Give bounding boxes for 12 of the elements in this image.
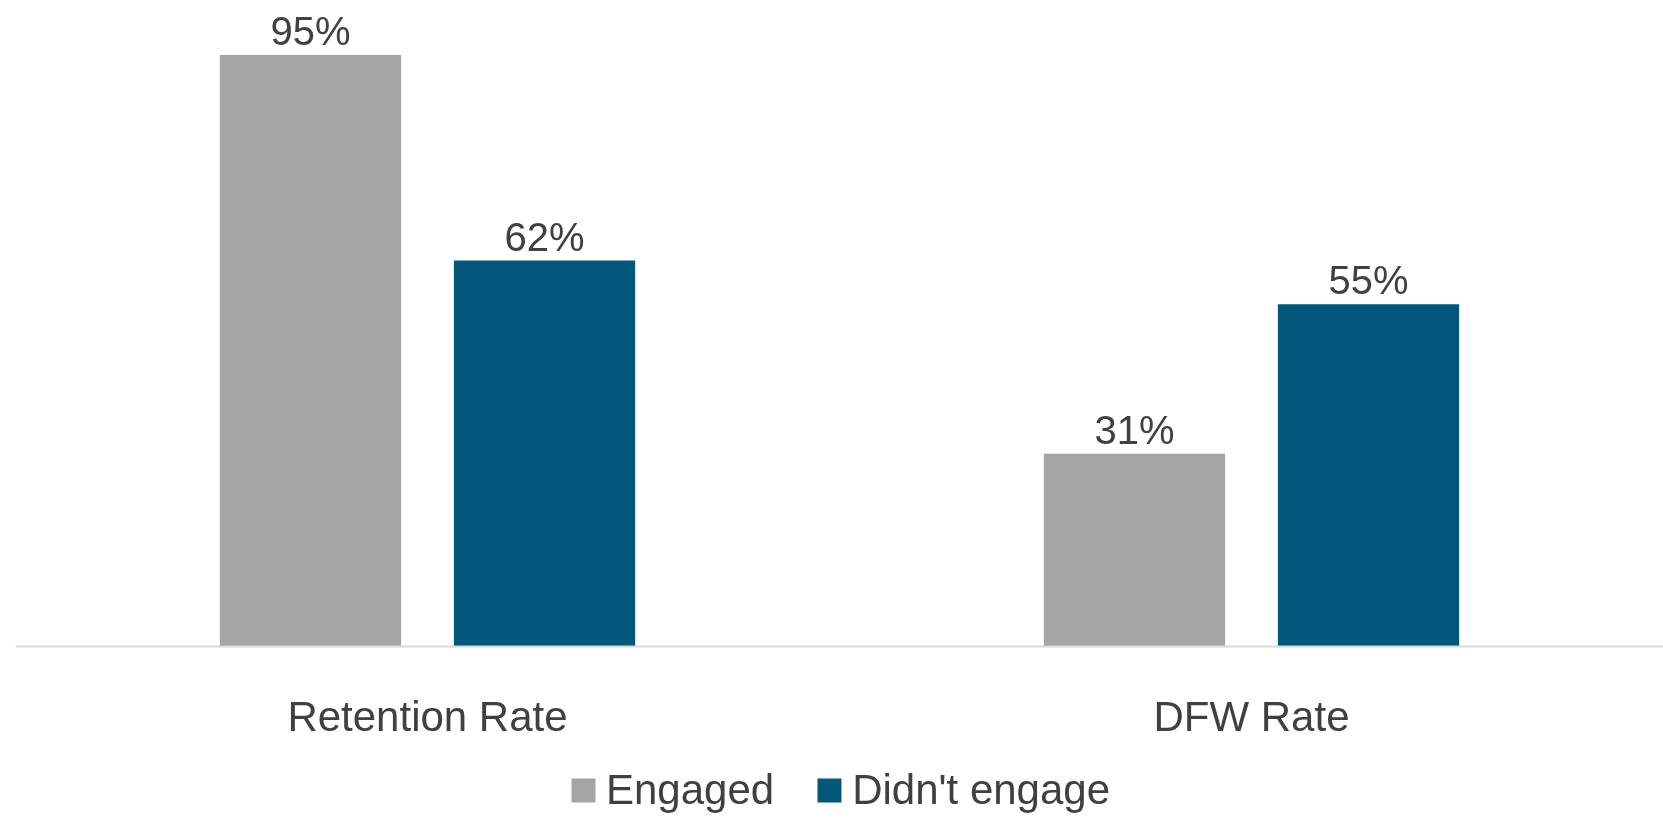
bar <box>219 54 402 647</box>
x-tick-label: Retention Rate <box>287 692 568 740</box>
legend-label: Didn't engage <box>852 766 1111 814</box>
data-label: 95% <box>270 8 351 53</box>
x-tick-label: DFW Rate <box>1153 692 1350 740</box>
data-label: 55% <box>1328 258 1409 303</box>
bar <box>1043 453 1226 647</box>
data-label: 62% <box>504 214 585 259</box>
legend-label: Engaged <box>605 766 775 814</box>
bar <box>1277 304 1460 647</box>
data-label: 31% <box>1094 407 1175 452</box>
bar <box>453 260 636 647</box>
